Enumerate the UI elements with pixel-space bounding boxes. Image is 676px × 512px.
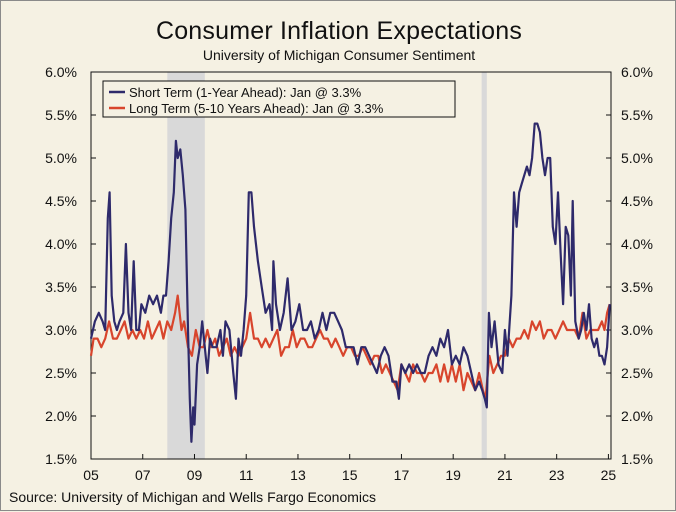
y-tick-label-left: 4.5% xyxy=(45,193,77,209)
x-tick-label: 11 xyxy=(239,467,254,483)
y-axis-left: 1.5% 2.0% 2.5% 3.0% 3.5% 4.0% 4.5% 5.0% 5.5% 6.0% xyxy=(45,64,96,467)
y-tick-label-right: 5.5% xyxy=(621,107,653,123)
series-line-short-term xyxy=(89,122,611,443)
x-tick-label: 19 xyxy=(445,467,461,483)
y-tick-label-left: 4.0% xyxy=(45,236,77,252)
y-tick-label-right: 4.0% xyxy=(621,236,653,252)
recession-band xyxy=(481,72,487,459)
series-lines xyxy=(89,122,611,443)
y-tick-label-right: 2.0% xyxy=(621,408,653,424)
y-tick-label-left: 5.0% xyxy=(45,150,77,166)
y-tick-label-left: 3.0% xyxy=(45,322,77,338)
y-tick-label-left: 1.5% xyxy=(45,451,77,467)
legend-label: Long Term (5-10 Years Ahead): Jan @ 3.3% xyxy=(129,101,384,116)
x-tick-label: 13 xyxy=(290,467,306,483)
x-axis: 05 07 09 11 13 15 17 19 21 23 25 xyxy=(83,454,616,483)
recession-bands xyxy=(167,72,487,459)
y-tick-label-left: 2.0% xyxy=(45,408,77,424)
y-tick-label-right: 5.0% xyxy=(621,150,653,166)
x-tick-label: 09 xyxy=(187,467,203,483)
y-tick-label-right: 4.5% xyxy=(621,193,653,209)
x-tick-label: 17 xyxy=(394,467,410,483)
x-tick-label: 23 xyxy=(549,467,565,483)
x-tick-label: 15 xyxy=(342,467,358,483)
x-tick-label: 07 xyxy=(135,467,151,483)
y-tick-label-right: 2.5% xyxy=(621,365,653,381)
x-tick-label: 21 xyxy=(497,467,513,483)
y-tick-label-right: 3.5% xyxy=(621,279,653,295)
legend-box xyxy=(102,80,456,118)
y-tick-label-left: 3.5% xyxy=(45,279,77,295)
legend: Short Term (1-Year Ahead): Jan @ 3.3%Lon… xyxy=(102,80,456,118)
legend-label: Short Term (1-Year Ahead): Jan @ 3.3% xyxy=(129,85,362,100)
y-tick-label-left: 6.0% xyxy=(45,64,77,80)
y-tick-label-right: 3.0% xyxy=(621,322,653,338)
y-axis-right: 1.5% 2.0% 2.5% 3.0% 3.5% 4.0% 4.5% 5.0% 5.5% 6.0% xyxy=(606,64,653,467)
y-tick-label-left: 2.5% xyxy=(45,365,77,381)
y-tick-label-right: 6.0% xyxy=(621,64,653,80)
source-note: Source: University of Michigan and Wells… xyxy=(9,489,377,505)
y-tick-label-right: 1.5% xyxy=(621,451,653,467)
plot-area xyxy=(90,71,612,460)
chart-title: Consumer Inflation Expectations xyxy=(155,17,523,45)
y-tick-label-left: 5.5% xyxy=(45,107,77,123)
x-tick-label: 25 xyxy=(601,467,617,483)
chart-subtitle: University of Michigan Consumer Sentimen… xyxy=(202,47,476,63)
x-tick-label: 05 xyxy=(83,467,99,483)
